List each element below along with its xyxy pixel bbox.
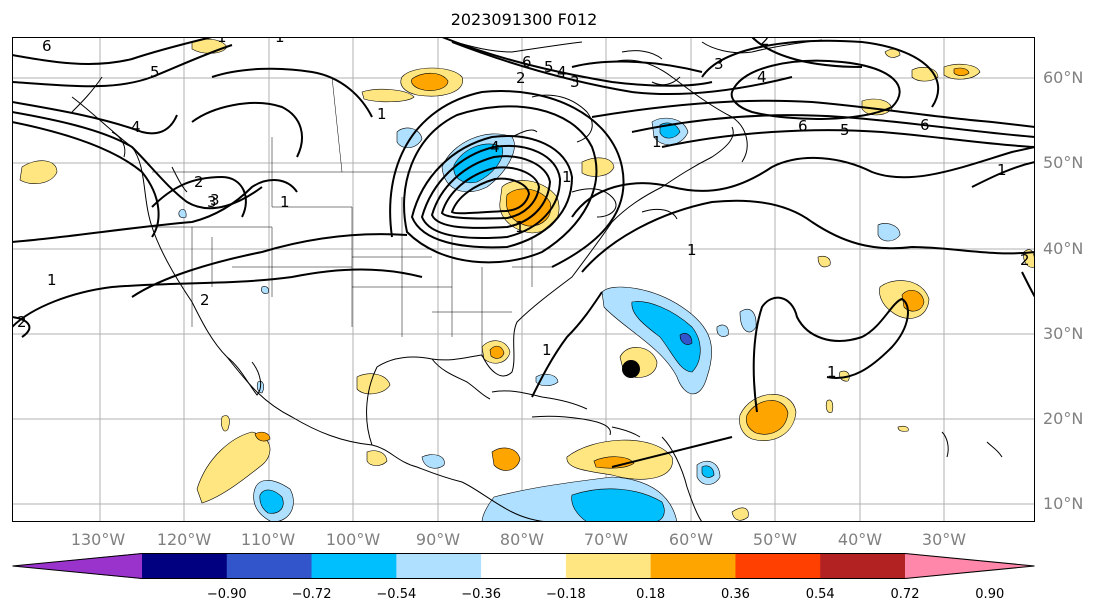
colorbar-tick-label: 0.72 bbox=[890, 587, 920, 602]
contour-label: 5 bbox=[150, 63, 160, 81]
colorbar-segment bbox=[565, 553, 652, 579]
colorbar-segments bbox=[12, 553, 1035, 579]
colorbar bbox=[12, 553, 1035, 579]
lon-label-70w: 70°W bbox=[583, 530, 629, 549]
contour-label: 1 bbox=[377, 105, 387, 123]
contour-label: 3 bbox=[207, 193, 217, 211]
colorbar-segment bbox=[311, 553, 397, 579]
lat-label-10n: 10°N bbox=[1043, 494, 1084, 513]
lon-label-80w: 80°W bbox=[499, 530, 545, 549]
contour-label: 3 bbox=[210, 191, 220, 209]
colorbar-tick-label: 0.54 bbox=[805, 587, 835, 602]
contour-label: 1 bbox=[275, 37, 285, 46]
contour-label: 2 bbox=[760, 37, 770, 49]
contour-label: 4 bbox=[490, 138, 500, 156]
contour-label: 4 bbox=[131, 118, 141, 136]
lon-label-40w: 40°W bbox=[837, 530, 883, 549]
contour-label: 1 bbox=[280, 193, 290, 211]
contour-label: 2 bbox=[194, 173, 204, 191]
lat-label-50n: 50°N bbox=[1043, 153, 1084, 172]
lat-label-30n: 30°N bbox=[1043, 324, 1084, 343]
colorbar-segment bbox=[820, 553, 906, 579]
contour-label: 2 bbox=[516, 69, 526, 87]
colorbar-segment bbox=[650, 553, 736, 579]
gridlines bbox=[12, 37, 1035, 522]
coastlines bbox=[71, 39, 1003, 522]
lon-label-50w: 50°W bbox=[752, 530, 798, 549]
lon-label-100w: 100°W bbox=[325, 530, 381, 549]
contour-label: 1 bbox=[47, 271, 57, 289]
contour-label: 3 bbox=[714, 55, 724, 73]
colorbar-outline bbox=[12, 553, 1035, 579]
contour-label: 5 bbox=[544, 58, 554, 76]
colorbar-extend-low bbox=[12, 553, 142, 579]
lon-label-60w: 60°W bbox=[668, 530, 714, 549]
positive-anomaly-fills bbox=[19, 38, 1035, 521]
colorbar-tick-label: −0.18 bbox=[545, 587, 586, 602]
contour-label: 6 bbox=[42, 37, 52, 55]
map-title: 2023091300 F012 bbox=[450, 10, 598, 29]
contour-label: 1 bbox=[217, 37, 227, 46]
contour-label: 4 bbox=[757, 68, 767, 86]
colorbar-segment bbox=[735, 553, 821, 579]
contour-lines bbox=[12, 37, 1035, 468]
colorbar-tick-label: −0.90 bbox=[206, 587, 247, 602]
state-borders bbox=[152, 76, 552, 357]
lon-label-90w: 90°W bbox=[415, 530, 461, 549]
contour-label: 5 bbox=[840, 121, 850, 139]
contour-label: 6 bbox=[522, 53, 532, 71]
contour-label: 1 bbox=[562, 168, 572, 186]
storm-center-marker bbox=[622, 360, 640, 378]
colorbar-segment bbox=[142, 553, 228, 579]
contour-label: 2 bbox=[1020, 251, 1030, 269]
contour-label: 6 bbox=[798, 117, 808, 135]
lon-label-30w: 30°W bbox=[921, 530, 967, 549]
colorbar-tick-label: −0.54 bbox=[376, 587, 417, 602]
colorbar-extend-high bbox=[905, 553, 1035, 579]
lon-label-120w: 120°W bbox=[156, 530, 212, 549]
contour-label: 1 bbox=[515, 218, 525, 236]
lon-label-130w: 130°W bbox=[70, 530, 126, 549]
colorbar-tick-label: 0.90 bbox=[975, 587, 1005, 602]
contour-label: 1 bbox=[542, 341, 552, 359]
lat-label-60n: 60°N bbox=[1043, 68, 1084, 87]
colorbar-tick-label: 0.18 bbox=[636, 587, 666, 602]
lat-label-40n: 40°N bbox=[1043, 239, 1084, 258]
colorbar-segment bbox=[226, 553, 313, 579]
colorbar-tick-label: −0.36 bbox=[461, 587, 502, 602]
negative-anomaly-fills bbox=[178, 117, 901, 522]
contour-label: 6 bbox=[920, 116, 930, 134]
contour-label: 1 bbox=[997, 161, 1007, 179]
contour-labels: 6 5 4 3 2 1 1 2 3 1 2 1 4 6 5 4 3 2 1 1 … bbox=[17, 37, 1030, 381]
contour-label: 2 bbox=[200, 291, 210, 309]
lat-label-20n: 20°N bbox=[1043, 409, 1084, 428]
contour-label: 2 bbox=[17, 313, 27, 331]
contour-label: 1 bbox=[827, 363, 837, 381]
colorbar-segment bbox=[396, 553, 482, 579]
contour-label: 1 bbox=[652, 133, 662, 151]
colorbar-tick-label: 0.36 bbox=[720, 587, 750, 602]
lon-label-110w: 110°W bbox=[240, 530, 296, 549]
contour-label: 4 bbox=[557, 63, 567, 81]
contour-label: 1 bbox=[687, 241, 697, 259]
contour-label: 3 bbox=[570, 73, 580, 91]
weather-map: 6 5 4 3 2 1 1 2 3 1 2 1 4 6 5 4 3 2 1 1 … bbox=[12, 37, 1035, 522]
colorbar-segment bbox=[481, 553, 567, 579]
colorbar-tick-label: −0.72 bbox=[291, 587, 332, 602]
